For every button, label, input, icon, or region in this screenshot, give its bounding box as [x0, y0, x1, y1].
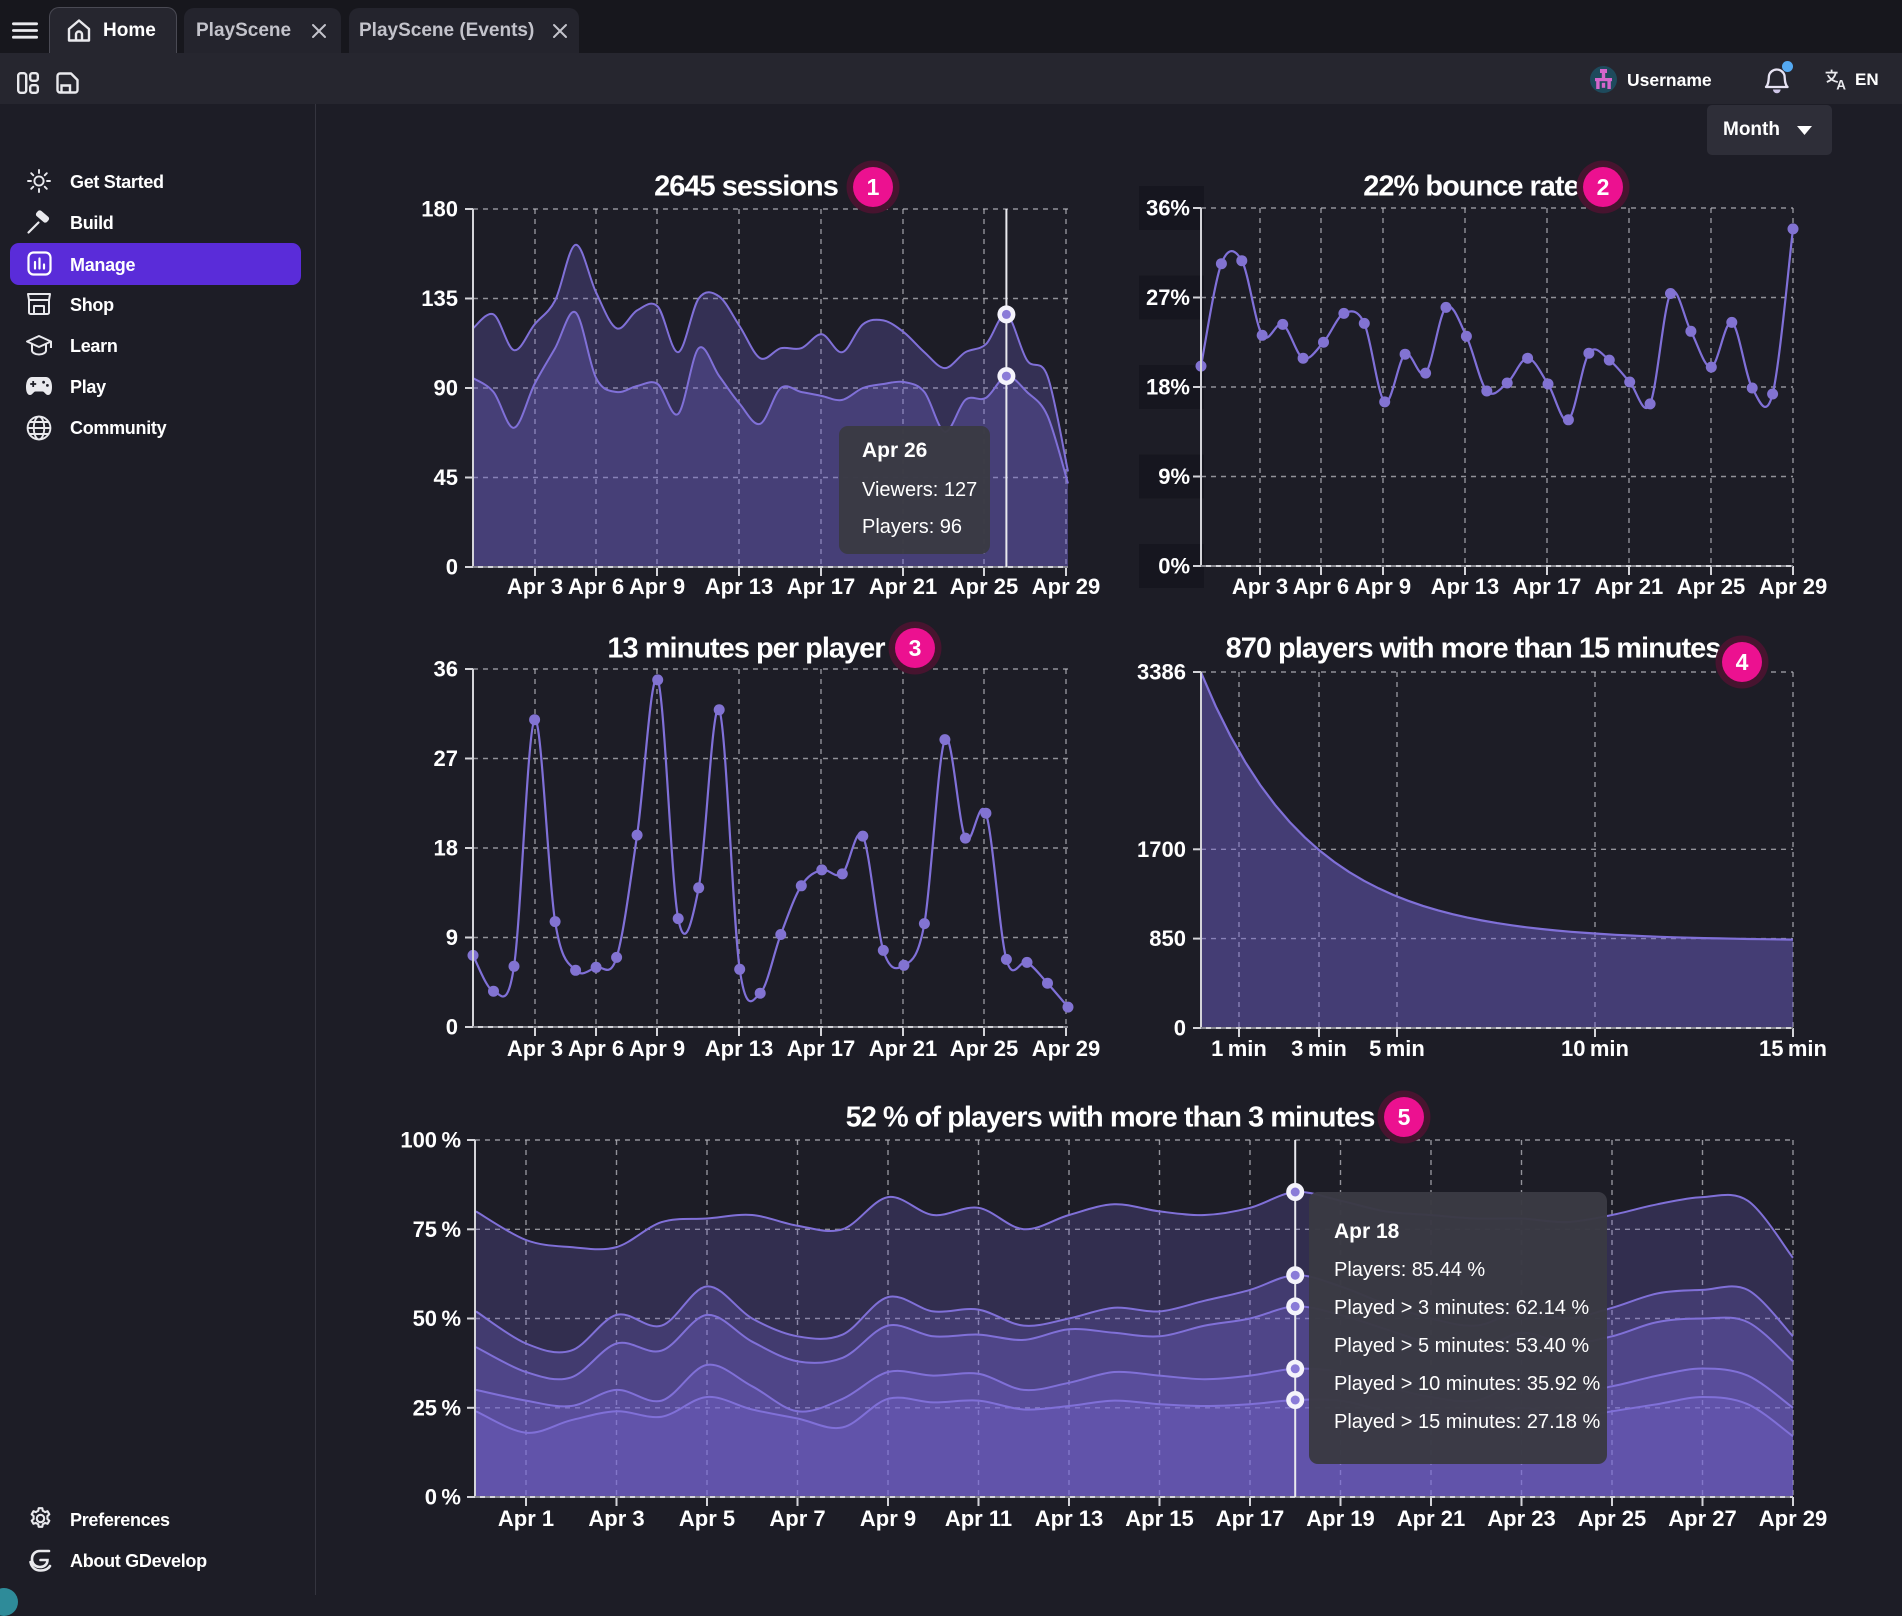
svg-text:Apr 29: Apr 29 — [1032, 574, 1100, 599]
svg-text:Apr 25: Apr 25 — [950, 1036, 1018, 1061]
svg-text:Apr 6: Apr 6 — [568, 574, 624, 599]
svg-text:Players: 85.44 %: Players: 85.44 % — [1334, 1259, 1485, 1281]
svg-text:Apr 3: Apr 3 — [588, 1506, 644, 1531]
svg-text:Apr 21: Apr 21 — [1595, 574, 1663, 599]
svg-text:Apr 27: Apr 27 — [1668, 1506, 1736, 1531]
svg-text:Apr 13: Apr 13 — [1035, 1506, 1103, 1531]
svg-text:36%: 36% — [1146, 196, 1190, 221]
svg-text:18%: 18% — [1146, 375, 1190, 400]
svg-text:180: 180 — [421, 197, 458, 222]
svg-text:Apr 25: Apr 25 — [1578, 1506, 1646, 1531]
svg-text:100 %: 100 % — [400, 1128, 461, 1153]
svg-text:36: 36 — [434, 657, 458, 682]
svg-text:Played > 3 minutes: 62.14 %: Played > 3 minutes: 62.14 % — [1334, 1297, 1589, 1319]
svg-text:15 min: 15 min — [1759, 1036, 1827, 1061]
svg-text:0%: 0% — [1158, 554, 1190, 579]
svg-text:Apr 17: Apr 17 — [1216, 1506, 1284, 1531]
svg-text:Apr 18: Apr 18 — [1334, 1220, 1400, 1243]
svg-text:9%: 9% — [1158, 464, 1190, 489]
svg-text:Apr 6: Apr 6 — [1293, 574, 1349, 599]
svg-text:Apr 25: Apr 25 — [1677, 574, 1745, 599]
svg-text:90: 90 — [434, 376, 458, 401]
svg-text:5 min: 5 min — [1369, 1036, 1425, 1061]
svg-text:4: 4 — [1736, 649, 1749, 675]
svg-text:Apr 11: Apr 11 — [945, 1506, 1012, 1531]
svg-text:A: A — [1836, 78, 1846, 90]
svg-text:52 % of players with more than: 52 % of players with more than 3 minutes — [846, 1101, 1375, 1133]
svg-text:0: 0 — [446, 555, 458, 580]
svg-text:3: 3 — [909, 635, 922, 661]
svg-text:Apr 6: Apr 6 — [568, 1036, 624, 1061]
svg-text:45: 45 — [434, 465, 458, 490]
svg-text:Apr 29: Apr 29 — [1032, 1036, 1100, 1061]
svg-text:Played > 10 minutes: 35.92 %: Played > 10 minutes: 35.92 % — [1334, 1373, 1600, 1395]
svg-text:22% bounce rate: 22% bounce rate — [1363, 170, 1579, 202]
svg-text:2: 2 — [1597, 174, 1610, 200]
svg-text:Apr 3: Apr 3 — [507, 1036, 563, 1061]
svg-text:5: 5 — [1398, 1104, 1411, 1130]
svg-text:9: 9 — [446, 925, 458, 950]
svg-text:Apr 7: Apr 7 — [769, 1506, 825, 1531]
svg-text:Apr 3: Apr 3 — [1232, 574, 1288, 599]
svg-text:2645 sessions: 2645 sessions — [654, 170, 838, 202]
svg-text:0: 0 — [446, 1015, 458, 1040]
svg-text:3 min: 3 min — [1291, 1036, 1347, 1061]
svg-text:Played > 15 minutes: 27.18 %: Played > 15 minutes: 27.18 % — [1334, 1411, 1600, 1433]
svg-text:0 %: 0 % — [425, 1485, 461, 1510]
svg-text:Apr 9: Apr 9 — [629, 574, 685, 599]
svg-text:Apr 19: Apr 19 — [1306, 1506, 1374, 1531]
svg-text:850: 850 — [1149, 926, 1186, 951]
svg-text:Players: 96: Players: 96 — [862, 516, 962, 538]
svg-text:Apr 21: Apr 21 — [1397, 1506, 1465, 1531]
svg-text:13 minutes per player: 13 minutes per player — [607, 632, 885, 664]
svg-text:Apr 23: Apr 23 — [1487, 1506, 1555, 1531]
svg-text:1 min: 1 min — [1211, 1036, 1267, 1061]
svg-text:870 players with more than 15: 870 players with more than 15 minutes — [1226, 632, 1721, 664]
svg-text:Apr 5: Apr 5 — [679, 1506, 735, 1531]
svg-text:75 %: 75 % — [413, 1217, 461, 1242]
svg-text:Apr 9: Apr 9 — [1355, 574, 1411, 599]
svg-text:Played > 5 minutes: 53.40 %: Played > 5 minutes: 53.40 % — [1334, 1335, 1589, 1357]
svg-text:Apr 26: Apr 26 — [862, 439, 927, 462]
svg-text:1700: 1700 — [1137, 837, 1186, 862]
svg-text:Viewers: 127: Viewers: 127 — [862, 479, 977, 501]
svg-text:Apr 15: Apr 15 — [1125, 1506, 1193, 1531]
svg-text:25 %: 25 % — [413, 1395, 461, 1420]
svg-text:Apr 25: Apr 25 — [950, 574, 1018, 599]
svg-text:Apr 13: Apr 13 — [705, 574, 773, 599]
svg-text:Apr 3: Apr 3 — [507, 574, 563, 599]
svg-text:Apr 13: Apr 13 — [1431, 574, 1499, 599]
svg-text:3386: 3386 — [1137, 660, 1186, 685]
svg-text:Apr 9: Apr 9 — [860, 1506, 916, 1531]
svg-text:Apr 9: Apr 9 — [629, 1036, 685, 1061]
svg-text:Apr 29: Apr 29 — [1759, 574, 1827, 599]
svg-text:0: 0 — [1174, 1016, 1186, 1041]
svg-text:10 min: 10 min — [1561, 1036, 1629, 1061]
svg-text:Apr 17: Apr 17 — [1513, 574, 1581, 599]
svg-text:1: 1 — [867, 174, 880, 200]
svg-text:135: 135 — [421, 286, 458, 311]
svg-text:Apr 29: Apr 29 — [1759, 1506, 1827, 1531]
svg-text:Apr 21: Apr 21 — [869, 1036, 937, 1061]
svg-text:50 %: 50 % — [413, 1306, 461, 1331]
svg-text:Apr 17: Apr 17 — [787, 1036, 855, 1061]
svg-text:Apr 1: Apr 1 — [498, 1506, 554, 1531]
svg-text:27%: 27% — [1146, 285, 1190, 310]
svg-text:27: 27 — [434, 746, 458, 771]
svg-text:Apr 13: Apr 13 — [705, 1036, 773, 1061]
svg-text:18: 18 — [434, 836, 458, 861]
svg-text:Apr 17: Apr 17 — [787, 574, 855, 599]
svg-text:Apr 21: Apr 21 — [869, 574, 937, 599]
